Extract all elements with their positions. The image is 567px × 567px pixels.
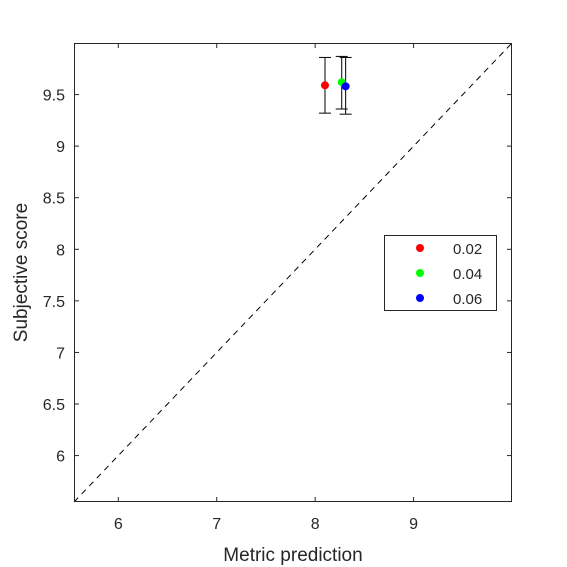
y-tick-label: 6 (56, 449, 65, 466)
legend-entries: 0.02 0.04 0.06 (416, 241, 482, 308)
y-tick-label: 7 (56, 345, 65, 362)
y-tick-label: 8 (56, 242, 65, 259)
x-tick-label: 9 (409, 516, 418, 533)
legend-box (384, 235, 497, 311)
legend-marker (416, 269, 424, 277)
data-point (320, 81, 329, 90)
x-tick-label: 8 (311, 516, 320, 533)
y-tick-label: 6.5 (43, 397, 65, 414)
reference-line-layer (73, 42, 513, 503)
legend-label: 0.02 (453, 241, 482, 258)
x-axis-label: Metric prediction (223, 545, 362, 566)
data-point-layer (320, 78, 350, 91)
legend-marker (416, 244, 424, 252)
reference-line (73, 42, 513, 503)
legend-label: 0.04 (453, 266, 482, 283)
plot-frame (74, 43, 512, 502)
y-tick-label: 8.5 (43, 191, 65, 208)
y-axis-label: Subjective score (11, 203, 32, 342)
y-tick-label: 9 (56, 139, 65, 156)
legend-label: 0.06 (453, 291, 482, 308)
x-tick-label: 6 (114, 516, 123, 533)
y-tick-label: 9.5 (43, 88, 65, 105)
y-tick-label: 7.5 (43, 294, 65, 311)
tick-label-layer: 6 7 8 9 6 6.5 7 7.5 8 8.5 9 9.5 (43, 88, 418, 533)
data-point (341, 82, 350, 91)
legend: 0.02 0.04 0.06 (384, 235, 497, 311)
x-tick-label: 7 (212, 516, 221, 533)
legend-marker (416, 294, 424, 302)
